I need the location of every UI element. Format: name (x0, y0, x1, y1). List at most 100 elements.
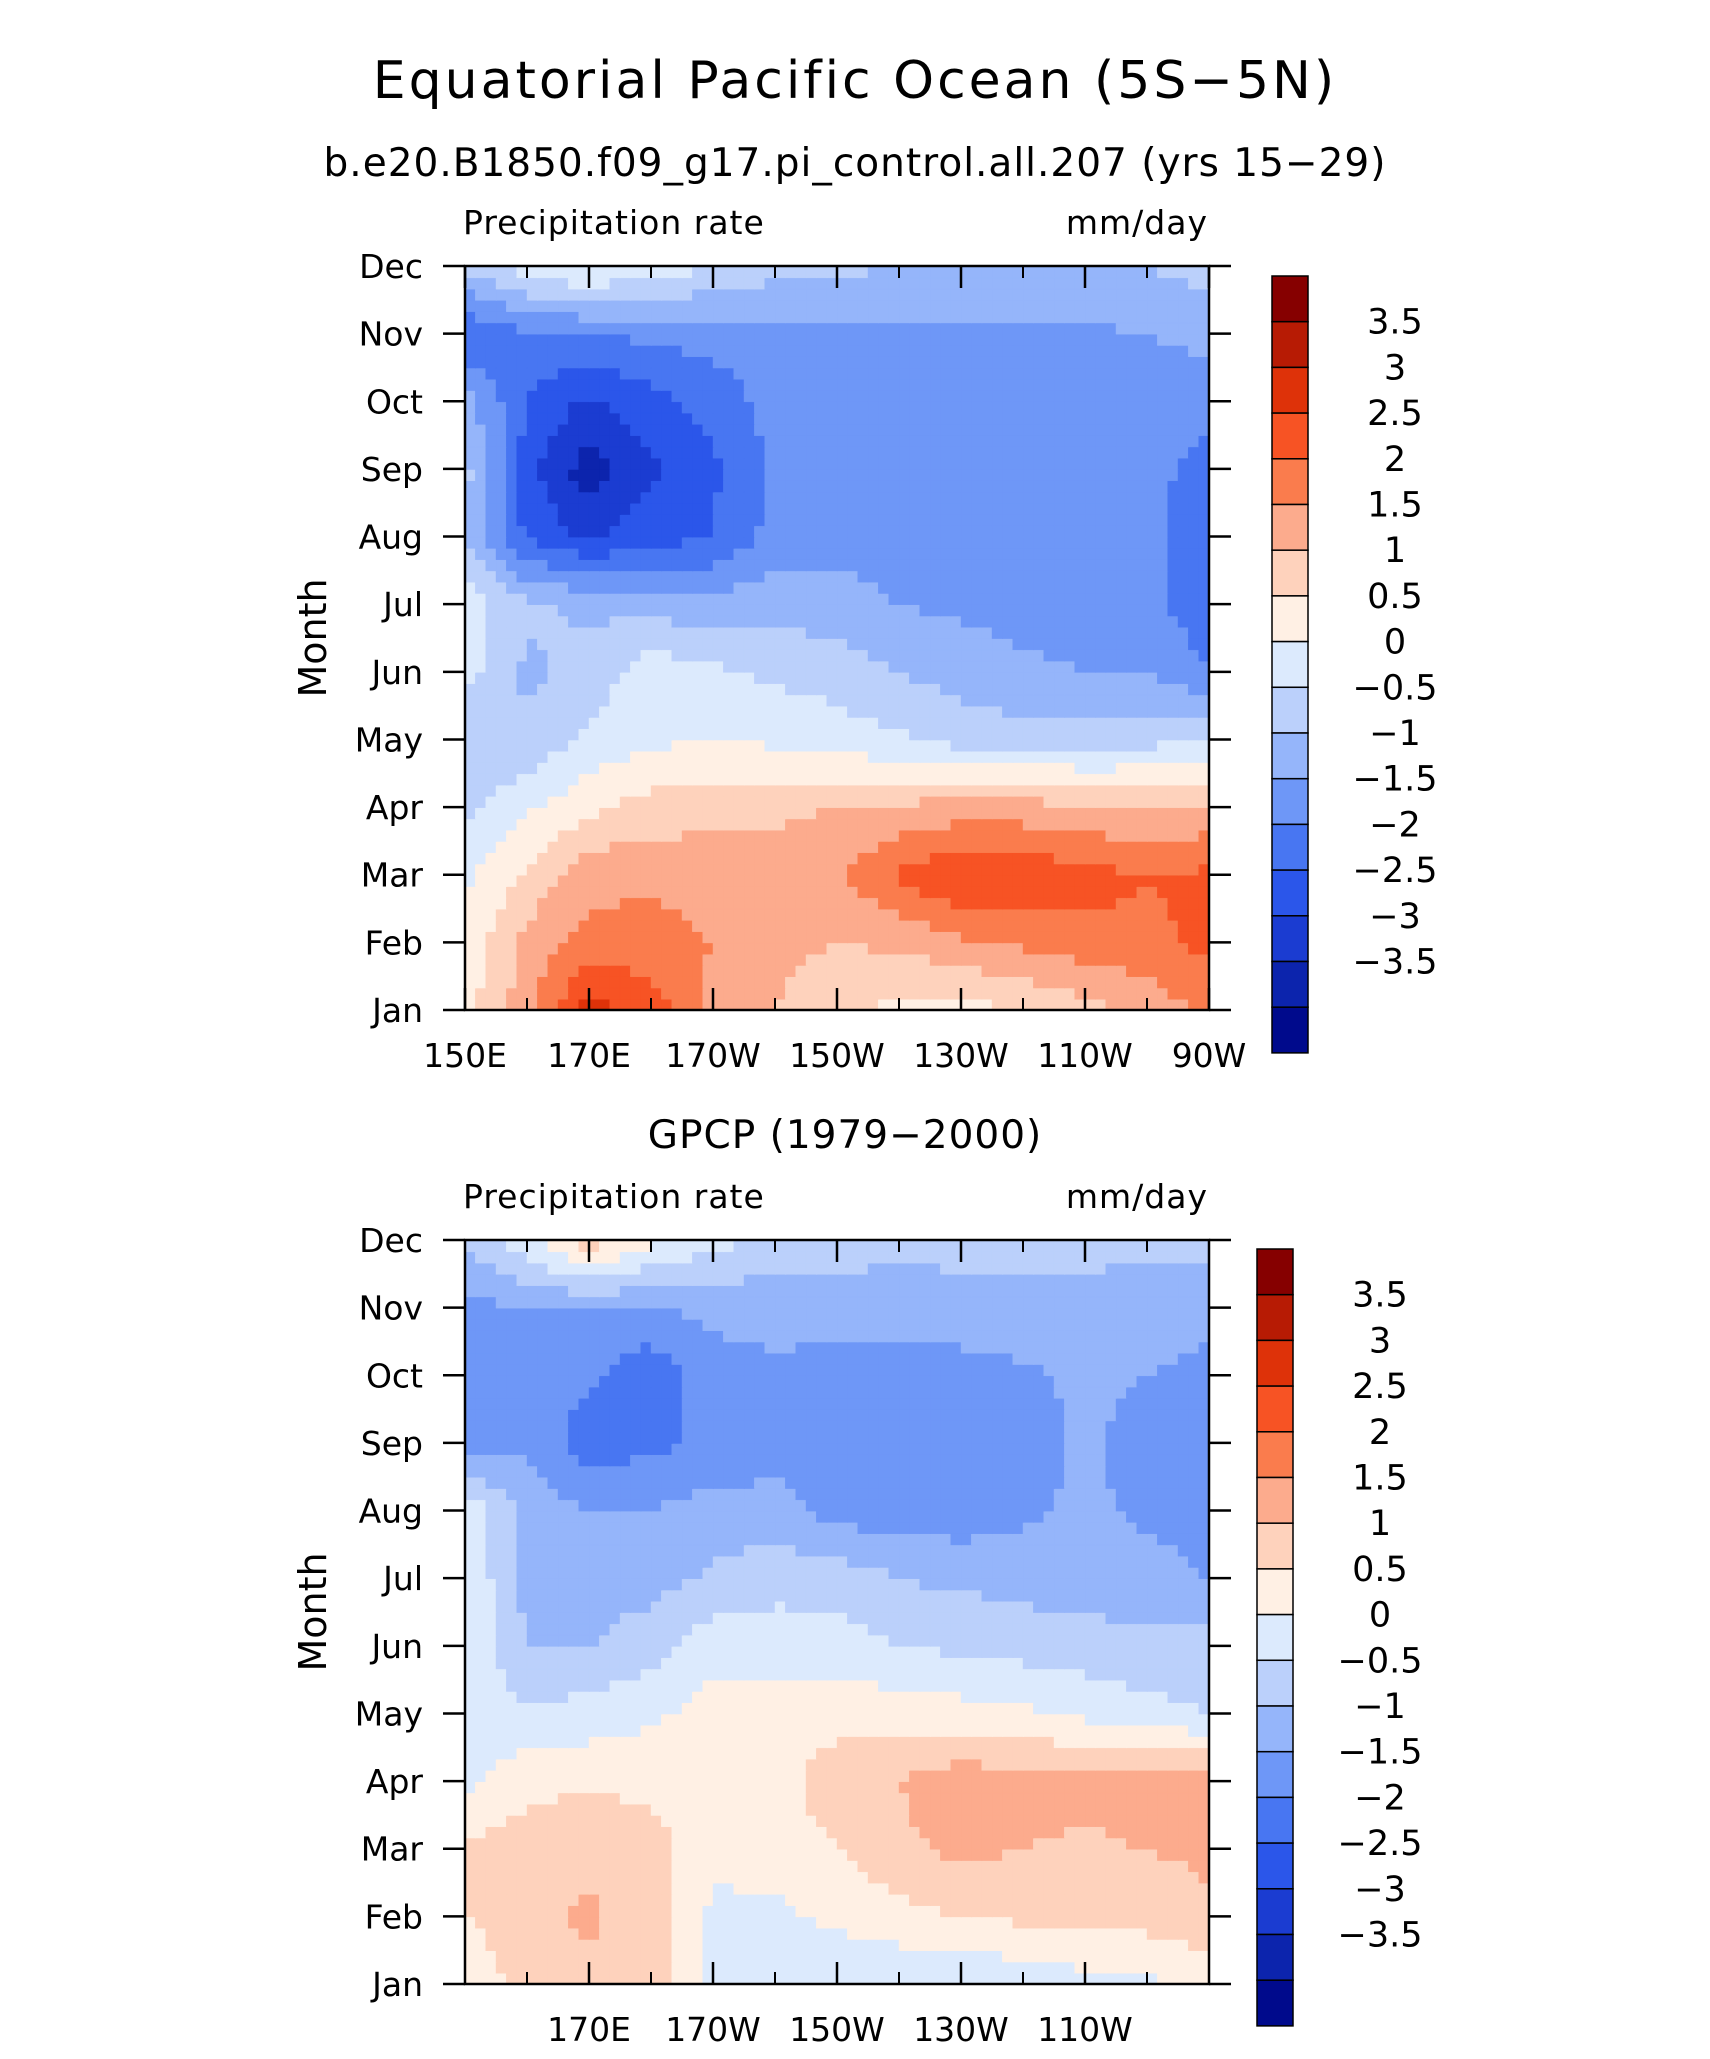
contour-cell (743, 547, 756, 560)
contour-cell (1064, 288, 1076, 301)
contour-cell (950, 288, 962, 301)
contour-cell (919, 277, 931, 290)
contour-cell (692, 389, 704, 403)
contour-cell (1136, 265, 1148, 279)
contour-cell (1157, 536, 1169, 549)
contour-cell (929, 288, 942, 301)
contour-cell (774, 547, 787, 560)
contour-cell (650, 818, 663, 831)
contour-cell (991, 739, 1004, 752)
contour-cell (1126, 930, 1138, 944)
contour-cell (971, 840, 983, 853)
contour-cell (475, 603, 487, 617)
contour-cell (702, 581, 714, 594)
contour-cell (940, 930, 952, 944)
contour-cell (475, 299, 487, 312)
contour-cell (971, 536, 983, 549)
contour-cell (733, 1961, 745, 1974)
colorbar-tick-label: 2.5 (1367, 394, 1423, 434)
contour-cell (619, 694, 632, 707)
contour-cell (785, 310, 797, 324)
contour-cell (1043, 637, 1055, 651)
contour-cell (557, 615, 570, 628)
contour-cell (1033, 829, 1045, 842)
contour-cell (578, 502, 590, 515)
contour-cell (464, 930, 477, 944)
contour-cell (1022, 558, 1035, 572)
contour-cell (599, 434, 611, 448)
contour-cell (940, 953, 952, 966)
contour-cell (485, 637, 497, 651)
contour-cell (1012, 806, 1024, 820)
contour-cell (671, 806, 683, 820)
contour-cell (1022, 671, 1035, 684)
contour-cell (475, 570, 487, 583)
contour-cell (929, 626, 942, 639)
contour-cell (692, 637, 704, 651)
contour-cell (1043, 919, 1055, 932)
contour-cell (940, 682, 952, 696)
contour-cell (1074, 761, 1086, 775)
contour-cell (1012, 265, 1024, 279)
contour-cell (1002, 592, 1014, 605)
contour-cell (981, 626, 993, 639)
contour-cell (785, 784, 797, 797)
contour-cell (950, 818, 962, 831)
contour-cell (1053, 344, 1066, 357)
contour-cell (1012, 795, 1024, 808)
y-tick-label: Jul (381, 585, 423, 624)
contour-cell (537, 265, 549, 279)
contour-cell (816, 897, 828, 910)
contour-cell (847, 401, 859, 414)
contour-cell (960, 322, 973, 335)
contour-cell (692, 761, 704, 775)
contour-cell (671, 615, 683, 628)
contour-cell (692, 570, 704, 583)
contour-cell (547, 513, 559, 527)
contour-cell (485, 626, 497, 639)
contour-cell (1115, 446, 1128, 459)
contour-cell (537, 457, 549, 470)
contour-cell (1157, 378, 1169, 391)
contour-cell (764, 705, 776, 718)
contour-cell (485, 581, 497, 594)
contour-cell (785, 975, 797, 989)
contour-cell (1084, 434, 1097, 448)
contour-cell (1043, 423, 1055, 436)
contour-cell (1043, 412, 1055, 425)
contour-cell (857, 525, 869, 538)
contour-cell (888, 953, 900, 966)
contour-cell (1084, 277, 1097, 290)
contour-cell (588, 908, 601, 921)
contour-cell (526, 727, 539, 741)
contour-cell (599, 637, 611, 651)
contour-cell (929, 784, 942, 797)
contour-cell (898, 367, 911, 380)
contour-cell (991, 694, 1004, 707)
contour-cell (929, 840, 942, 853)
contour-cell (1084, 558, 1097, 572)
contour-cell (1064, 457, 1076, 470)
contour-cell (816, 649, 828, 662)
contour-cell (609, 389, 621, 403)
colorbar-tick-label: −2.5 (1353, 851, 1438, 891)
contour-cell (475, 333, 487, 346)
contour-cell (743, 344, 756, 357)
contour-cell (836, 851, 849, 865)
contour-cell (1177, 761, 1190, 775)
contour-cell (805, 615, 818, 628)
contour-cell (971, 479, 983, 493)
contour-cell (1188, 547, 1200, 560)
contour-cell (1053, 412, 1066, 425)
contour-cell (537, 739, 549, 752)
contour-cell (495, 829, 508, 842)
contour-cell (681, 874, 694, 887)
contour-cell (981, 930, 993, 944)
contour-cell (754, 412, 766, 425)
contour-cell (1095, 355, 1107, 369)
contour-cell (516, 513, 528, 527)
contour-cell (774, 558, 787, 572)
contour-cell (878, 603, 890, 617)
contour-cell (1022, 773, 1035, 786)
contour-cell (971, 446, 983, 459)
